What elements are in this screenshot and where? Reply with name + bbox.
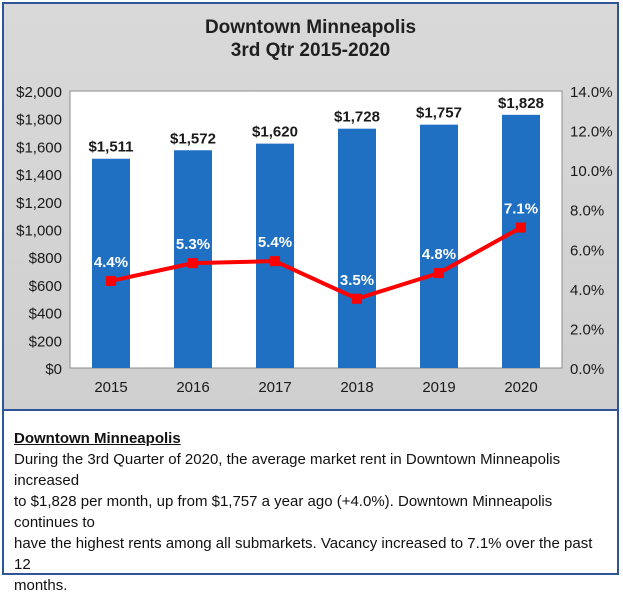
summary-line-1: During the 3rd Quarter of 2020, the aver… xyxy=(14,451,561,489)
chart-title: Downtown Minneapolis 3rd Qtr 2015-2020 xyxy=(4,16,617,62)
plot-area xyxy=(69,90,563,369)
line-marker xyxy=(434,268,444,279)
bar xyxy=(256,143,294,368)
x-tick-label: 2017 xyxy=(258,379,291,396)
y-right-tick-label: 2.0% xyxy=(570,321,604,338)
bar-value-label: $1,572 xyxy=(170,130,216,147)
combo-chart: $0 $200 $400 $600 $800 $1,000 $1,200 $1,400 $1,6… xyxy=(16,84,613,396)
y-left-tick-label: $400 xyxy=(29,306,62,323)
line-marker xyxy=(106,275,116,286)
y-left-tick-label: $800 xyxy=(29,250,62,267)
summary-line-3: have the highest rents among all submark… xyxy=(14,535,593,573)
x-tick-label: 2020 xyxy=(504,379,537,396)
y-left-tick-label: $1,200 xyxy=(16,195,62,212)
chart-title-line-2: 3rd Qtr 2015-2020 xyxy=(230,40,391,61)
line-value-label: 4.8% xyxy=(422,246,456,263)
y-right-tick-label: 12.0% xyxy=(570,124,613,141)
summary-heading: Downtown Minneapolis xyxy=(14,430,181,447)
x-tick-label: 2016 xyxy=(176,379,209,396)
line-marker xyxy=(516,222,526,233)
y-right-tick-label: 6.0% xyxy=(570,242,604,259)
bar-value-label: $1,511 xyxy=(88,139,133,156)
chart-title-line-1: Downtown Minneapolis xyxy=(204,17,417,38)
vacancy-line xyxy=(110,225,522,301)
y-right-tick-label: 4.0% xyxy=(570,282,604,299)
line-marker xyxy=(352,293,362,304)
summary-panel: Downtown Minneapolis During the 3rd Quar… xyxy=(14,428,612,596)
bar-value-label: $1,828 xyxy=(498,95,544,112)
bar xyxy=(502,114,540,369)
line-marker xyxy=(188,258,198,269)
y-left-tick-label: $1,000 xyxy=(16,223,62,240)
x-tick-label: 2019 xyxy=(422,379,455,396)
line-value-label: 5.3% xyxy=(176,236,210,253)
line-value-label: 4.4% xyxy=(94,254,128,271)
y-right-tick-label: 0.0% xyxy=(570,361,604,378)
bar xyxy=(338,128,376,368)
bar xyxy=(92,158,130,368)
y-left-tick-label: $1,600 xyxy=(16,139,62,156)
y-left-tick-label: $0 xyxy=(45,361,62,378)
y-left-tick-label: $1,800 xyxy=(16,112,62,129)
y-right-tick-label: 14.0% xyxy=(570,84,613,101)
line-value-label: 5.4% xyxy=(258,234,292,251)
y-left-tick-label: $200 xyxy=(29,333,62,350)
bar-value-label: $1,620 xyxy=(252,124,298,141)
y-left-tick-label: $600 xyxy=(29,278,62,295)
bar-value-label: $1,728 xyxy=(334,109,380,126)
summary-line-4: months. xyxy=(14,577,68,594)
line-value-label: 7.1% xyxy=(504,201,538,218)
line-value-label: 3.5% xyxy=(340,272,374,289)
y-left-tick-label: $2,000 xyxy=(16,84,62,101)
chart-panel: Downtown Minneapolis 3rd Qtr 2015-2020 $… xyxy=(4,4,617,411)
line-marker xyxy=(270,256,280,267)
y-left-tick-label: $1,400 xyxy=(16,167,62,184)
bar xyxy=(420,124,458,368)
x-tick-label: 2015 xyxy=(94,379,127,396)
x-tick-label: 2018 xyxy=(340,379,373,396)
y-right-tick-label: 10.0% xyxy=(570,163,613,180)
bar-value-label: $1,757 xyxy=(416,105,462,122)
summary-line-2: to $1,828 per month, up from $1,757 a ye… xyxy=(14,493,553,531)
y-right-tick-label: 8.0% xyxy=(570,203,604,220)
